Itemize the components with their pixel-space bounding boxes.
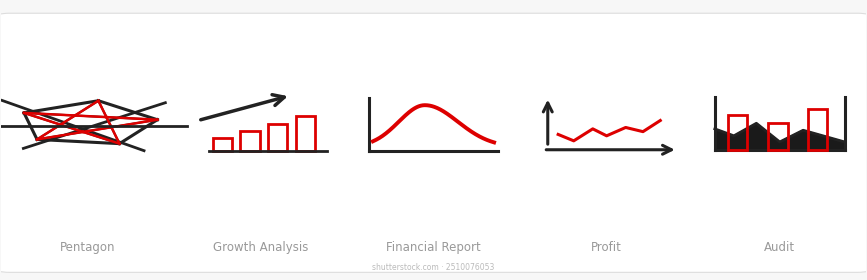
Text: Financial Report: Financial Report [386,241,481,254]
Text: Audit: Audit [764,241,795,254]
Bar [240,131,259,151]
Text: Pentagon: Pentagon [60,241,115,254]
Bar [727,115,746,150]
Bar [768,123,787,150]
Bar [808,109,827,150]
Bar [268,124,287,151]
Bar [296,116,315,151]
Text: Profit: Profit [591,241,622,254]
Polygon shape [714,123,844,150]
Bar [212,138,231,151]
FancyBboxPatch shape [0,13,867,272]
Text: shutterstock.com · 2510076053: shutterstock.com · 2510076053 [372,263,495,272]
Text: Growth Analysis: Growth Analysis [212,241,308,254]
